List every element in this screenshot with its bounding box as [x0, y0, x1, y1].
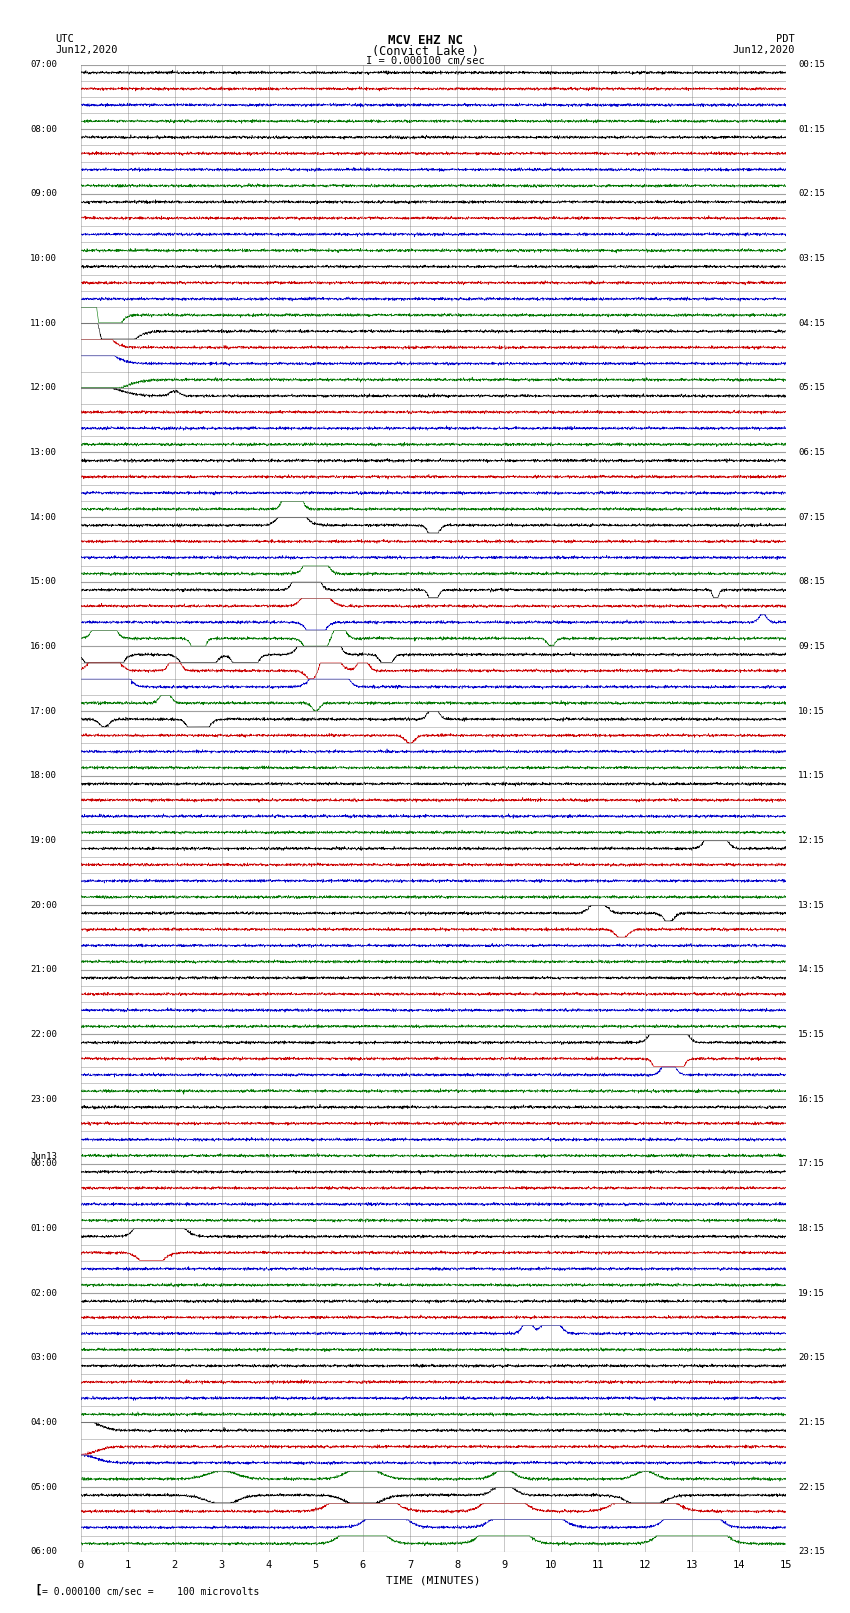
- Text: 13:00: 13:00: [31, 448, 57, 456]
- Text: 0: 0: [77, 1560, 84, 1569]
- Text: 01:00: 01:00: [31, 1224, 57, 1232]
- Text: 17:15: 17:15: [798, 1160, 824, 1168]
- Text: 03:00: 03:00: [31, 1353, 57, 1363]
- Text: Jun12,2020: Jun12,2020: [55, 45, 118, 55]
- Text: 04:00: 04:00: [31, 1418, 57, 1428]
- Text: 15:15: 15:15: [798, 1031, 824, 1039]
- Text: 20:00: 20:00: [31, 900, 57, 910]
- Text: 15: 15: [780, 1560, 792, 1569]
- Text: 19:15: 19:15: [798, 1289, 824, 1297]
- Text: MCV EHZ NC: MCV EHZ NC: [388, 34, 462, 47]
- Text: 18:15: 18:15: [798, 1224, 824, 1232]
- Text: 23:15: 23:15: [798, 1547, 824, 1557]
- Text: 5: 5: [313, 1560, 319, 1569]
- Text: [: [: [34, 1584, 42, 1597]
- Text: 11:15: 11:15: [798, 771, 824, 781]
- Text: 02:00: 02:00: [31, 1289, 57, 1297]
- Text: 08:00: 08:00: [31, 124, 57, 134]
- Text: 15:00: 15:00: [31, 577, 57, 586]
- Text: 18:00: 18:00: [31, 771, 57, 781]
- Text: 23:00: 23:00: [31, 1095, 57, 1103]
- Text: 09:00: 09:00: [31, 189, 57, 198]
- Text: 06:00: 06:00: [31, 1547, 57, 1557]
- Text: 9: 9: [501, 1560, 507, 1569]
- Text: 00:00: 00:00: [31, 1160, 57, 1168]
- Text: 03:15: 03:15: [798, 253, 824, 263]
- Text: 11:00: 11:00: [31, 319, 57, 327]
- Text: 19:00: 19:00: [31, 836, 57, 845]
- Text: 16:00: 16:00: [31, 642, 57, 652]
- Text: 20:15: 20:15: [798, 1353, 824, 1363]
- Text: 1: 1: [125, 1560, 131, 1569]
- Text: = 0.000100 cm/sec =    100 microvolts: = 0.000100 cm/sec = 100 microvolts: [42, 1587, 260, 1597]
- Text: 00:15: 00:15: [798, 60, 824, 69]
- Text: 8: 8: [454, 1560, 460, 1569]
- Text: 14:00: 14:00: [31, 513, 57, 521]
- Text: 07:00: 07:00: [31, 60, 57, 69]
- Text: 10:00: 10:00: [31, 253, 57, 263]
- Text: 05:00: 05:00: [31, 1482, 57, 1492]
- Text: 14:15: 14:15: [798, 965, 824, 974]
- Text: Jun12,2020: Jun12,2020: [732, 45, 795, 55]
- Text: 21:00: 21:00: [31, 965, 57, 974]
- Text: 08:15: 08:15: [798, 577, 824, 586]
- Text: 09:15: 09:15: [798, 642, 824, 652]
- Text: 02:15: 02:15: [798, 189, 824, 198]
- Text: 6: 6: [360, 1560, 366, 1569]
- Text: 12: 12: [639, 1560, 651, 1569]
- Text: 13:15: 13:15: [798, 900, 824, 910]
- Text: 3: 3: [218, 1560, 225, 1569]
- Text: 06:15: 06:15: [798, 448, 824, 456]
- Text: 16:15: 16:15: [798, 1095, 824, 1103]
- Text: 17:00: 17:00: [31, 706, 57, 716]
- Text: 10: 10: [545, 1560, 558, 1569]
- Text: 4: 4: [266, 1560, 272, 1569]
- Text: 22:00: 22:00: [31, 1031, 57, 1039]
- Text: 12:15: 12:15: [798, 836, 824, 845]
- Text: 11: 11: [592, 1560, 604, 1569]
- Text: 14: 14: [733, 1560, 745, 1569]
- Text: 7: 7: [407, 1560, 413, 1569]
- Text: 13: 13: [686, 1560, 699, 1569]
- Text: PDT: PDT: [776, 34, 795, 44]
- Text: 21:15: 21:15: [798, 1418, 824, 1428]
- Text: 04:15: 04:15: [798, 319, 824, 327]
- Text: 22:15: 22:15: [798, 1482, 824, 1492]
- Text: Jun13: Jun13: [31, 1152, 57, 1161]
- Text: I = 0.000100 cm/sec: I = 0.000100 cm/sec: [366, 56, 484, 66]
- Text: 01:15: 01:15: [798, 124, 824, 134]
- Text: (Convict Lake ): (Convict Lake ): [371, 45, 479, 58]
- Text: UTC: UTC: [55, 34, 74, 44]
- Text: TIME (MINUTES): TIME (MINUTES): [386, 1576, 481, 1586]
- Text: 10:15: 10:15: [798, 706, 824, 716]
- Text: 2: 2: [172, 1560, 178, 1569]
- Text: 07:15: 07:15: [798, 513, 824, 521]
- Text: 12:00: 12:00: [31, 384, 57, 392]
- Text: 05:15: 05:15: [798, 384, 824, 392]
